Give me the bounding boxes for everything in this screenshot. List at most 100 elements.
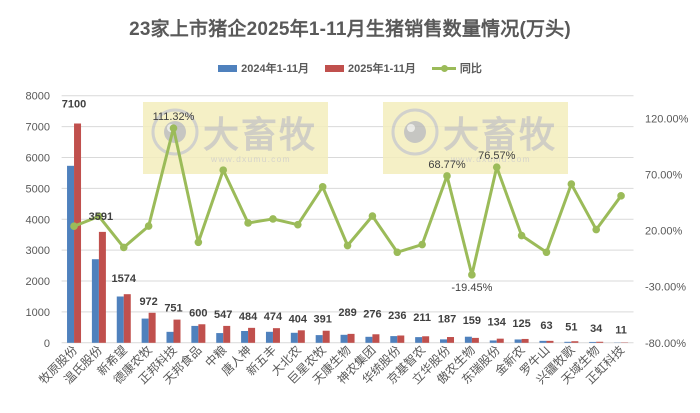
legend-line-marker-icon	[431, 64, 456, 72]
bar-2024	[415, 337, 423, 343]
left-axis-tick-label: 8000	[26, 91, 50, 103]
yoy-marker	[418, 240, 426, 249]
yoy-marker	[343, 241, 352, 250]
yoy-marker	[492, 163, 501, 171]
yoy-marker	[318, 183, 327, 191]
bar-2024	[390, 336, 398, 343]
yoy-marker	[443, 172, 451, 180]
bar-2025	[123, 294, 131, 343]
bar-2024	[265, 331, 273, 343]
bar-series	[67, 123, 629, 343]
bar-2024	[91, 259, 99, 343]
bar-2025	[248, 327, 256, 343]
yoy-value-label: -19.45%	[451, 282, 492, 294]
bar-2025	[596, 341, 604, 343]
left-axis-tick-label: 0	[44, 338, 50, 350]
bar-2025	[546, 340, 554, 343]
bar-value-label: 474	[264, 311, 283, 323]
bar-value-label: 404	[289, 313, 308, 325]
bar-2025	[297, 330, 305, 343]
watermark-logo-icon	[391, 108, 439, 156]
bar-value-label: 187	[438, 313, 456, 325]
bar-2024	[589, 341, 597, 343]
yoy-line-series	[70, 124, 625, 279]
bar-2025	[372, 334, 380, 343]
bar-value-label: 134	[488, 317, 507, 329]
bar-2024	[141, 318, 149, 343]
yoy-marker	[368, 212, 377, 220]
bar-2024	[315, 335, 323, 343]
bar-2024	[440, 339, 448, 343]
right-axis-tick-label: 120.00%	[645, 113, 689, 125]
yoy-value-label: 68.77%	[428, 159, 466, 171]
bar-2024	[340, 334, 348, 343]
bar-2024	[290, 332, 298, 343]
left-axis-tick-label: 7000	[26, 122, 50, 134]
bar-2025	[322, 330, 330, 343]
watermark-logo-icon	[151, 108, 199, 156]
bar-2024	[116, 296, 124, 343]
yoy-marker	[169, 124, 178, 132]
bar-value-label: 159	[463, 315, 481, 327]
yoy-marker	[592, 225, 601, 234]
bar-2025	[397, 335, 405, 343]
right-axis-tick-label: 20.00%	[645, 226, 683, 238]
bar-2024	[166, 331, 174, 343]
bar-2025	[347, 333, 355, 343]
bar-value-label: 547	[214, 309, 232, 321]
bar-2024	[514, 339, 522, 343]
bar-2024	[464, 336, 472, 343]
bar-2025	[422, 336, 430, 343]
bar-value-label: 276	[363, 309, 381, 321]
left-axis-tick-label: 5000	[26, 183, 50, 195]
watermark-text: 大畜牧	[203, 114, 317, 155]
bar-value-label: 125	[512, 318, 530, 330]
legend-label-2025: 2025年1-11月	[348, 63, 416, 75]
bar-value-label: 63	[540, 320, 552, 332]
legend-item-2024: 2024年1-11月	[218, 60, 309, 76]
bar-2025	[571, 341, 579, 343]
left-axis-tick-label: 4000	[26, 214, 50, 226]
watermark-url: www.dxumu.com	[450, 154, 531, 164]
yoy-marker	[542, 248, 551, 257]
bar-2025	[471, 337, 479, 343]
yoy-marker	[294, 220, 302, 229]
bar-2025	[198, 324, 206, 343]
bar-2024	[489, 340, 497, 343]
bar-2025	[496, 338, 504, 343]
yoy-marker	[393, 248, 402, 257]
bar-2024	[241, 331, 249, 343]
bar-2025	[521, 338, 529, 343]
bar-value-label: 7100	[62, 98, 86, 110]
bar-value-label: 1574	[112, 273, 137, 285]
yoy-marker	[567, 180, 576, 188]
bar-value-label: 484	[239, 311, 258, 323]
legend-label-2024: 2024年1-11月	[241, 63, 309, 75]
bar-2025	[98, 231, 106, 343]
bar-value-label: 3591	[89, 211, 113, 223]
legend-item-2025: 2025年1-11月	[325, 60, 416, 76]
yoy-marker	[119, 243, 128, 252]
legend-swatch-2025-icon	[325, 64, 344, 72]
right-axis-tick-label: -80.00%	[645, 338, 686, 350]
legend-label-yoy: 同比	[459, 63, 482, 75]
yoy-marker	[269, 215, 277, 223]
yoy-value-label: 111.32%	[153, 111, 195, 123]
bar-2025	[74, 123, 82, 343]
yoy-marker	[468, 271, 476, 279]
bar-value-label: 751	[164, 303, 182, 315]
bar-value-label: 972	[139, 296, 157, 308]
bar-2025	[223, 325, 231, 343]
bar-2024	[216, 333, 224, 343]
bar-value-label: 34	[590, 323, 603, 335]
bar-value-label: 391	[314, 314, 332, 326]
chart-title: 23家上市猪企2025年1-11月生猪销售数量情况(万头)	[129, 19, 571, 40]
bar-2024	[67, 165, 75, 343]
bar-value-label: 51	[565, 321, 577, 333]
yoy-marker	[617, 192, 625, 200]
bar-value-label: 600	[189, 307, 207, 319]
